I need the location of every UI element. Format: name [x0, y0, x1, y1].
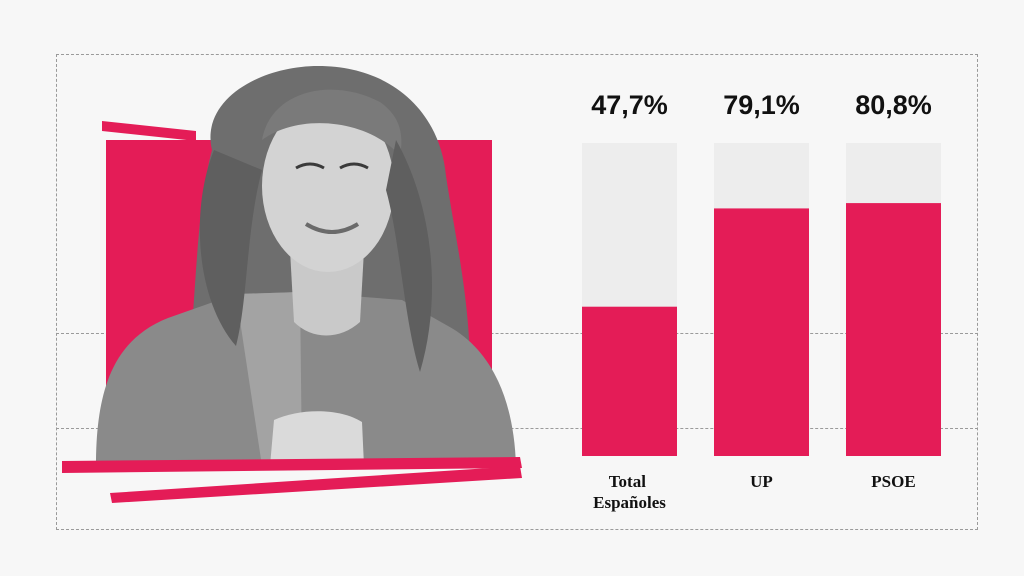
value-label: 80,8%: [855, 90, 932, 120]
dashed-frame: [56, 54, 978, 530]
bar-chart: 47,7% Total Españoles 79,1% UP 80,8%: [582, 90, 941, 512]
category-label-line: UP: [750, 472, 773, 491]
category-label-line: PSOE: [871, 472, 915, 491]
smile: [304, 222, 360, 234]
category-label-line: Españoles: [593, 493, 666, 512]
hair-fringe: [262, 89, 402, 156]
neck-shape: [290, 250, 364, 336]
jacket-shape: [96, 292, 516, 466]
eye-right: [339, 162, 369, 170]
accent-stroke: [110, 466, 522, 503]
dashed-guide-line: [56, 428, 978, 429]
category-label: PSOE: [871, 472, 915, 491]
dashed-guide-line: [56, 333, 978, 334]
value-label: 79,1%: [723, 90, 800, 120]
accent-stroke: [62, 457, 522, 473]
bar-group: 79,1% UP: [714, 90, 809, 491]
bar: [582, 306, 677, 456]
category-label: UP: [750, 472, 773, 491]
top-lace: [270, 411, 364, 466]
category-label-line: Total: [609, 472, 646, 491]
hair-right: [386, 140, 433, 372]
bar-group: 47,7% Total Españoles: [582, 90, 677, 512]
portrait-illustration: [62, 66, 522, 503]
bar: [846, 203, 941, 456]
accent-stroke: [102, 121, 196, 141]
hair-left: [199, 150, 262, 346]
bar-group: 80,8% PSOE: [846, 90, 941, 491]
bar: [714, 208, 809, 456]
eye-left: [295, 162, 325, 170]
category-label: Total Españoles: [593, 472, 666, 512]
value-label: 47,7%: [591, 90, 668, 120]
face-shape: [262, 100, 394, 272]
